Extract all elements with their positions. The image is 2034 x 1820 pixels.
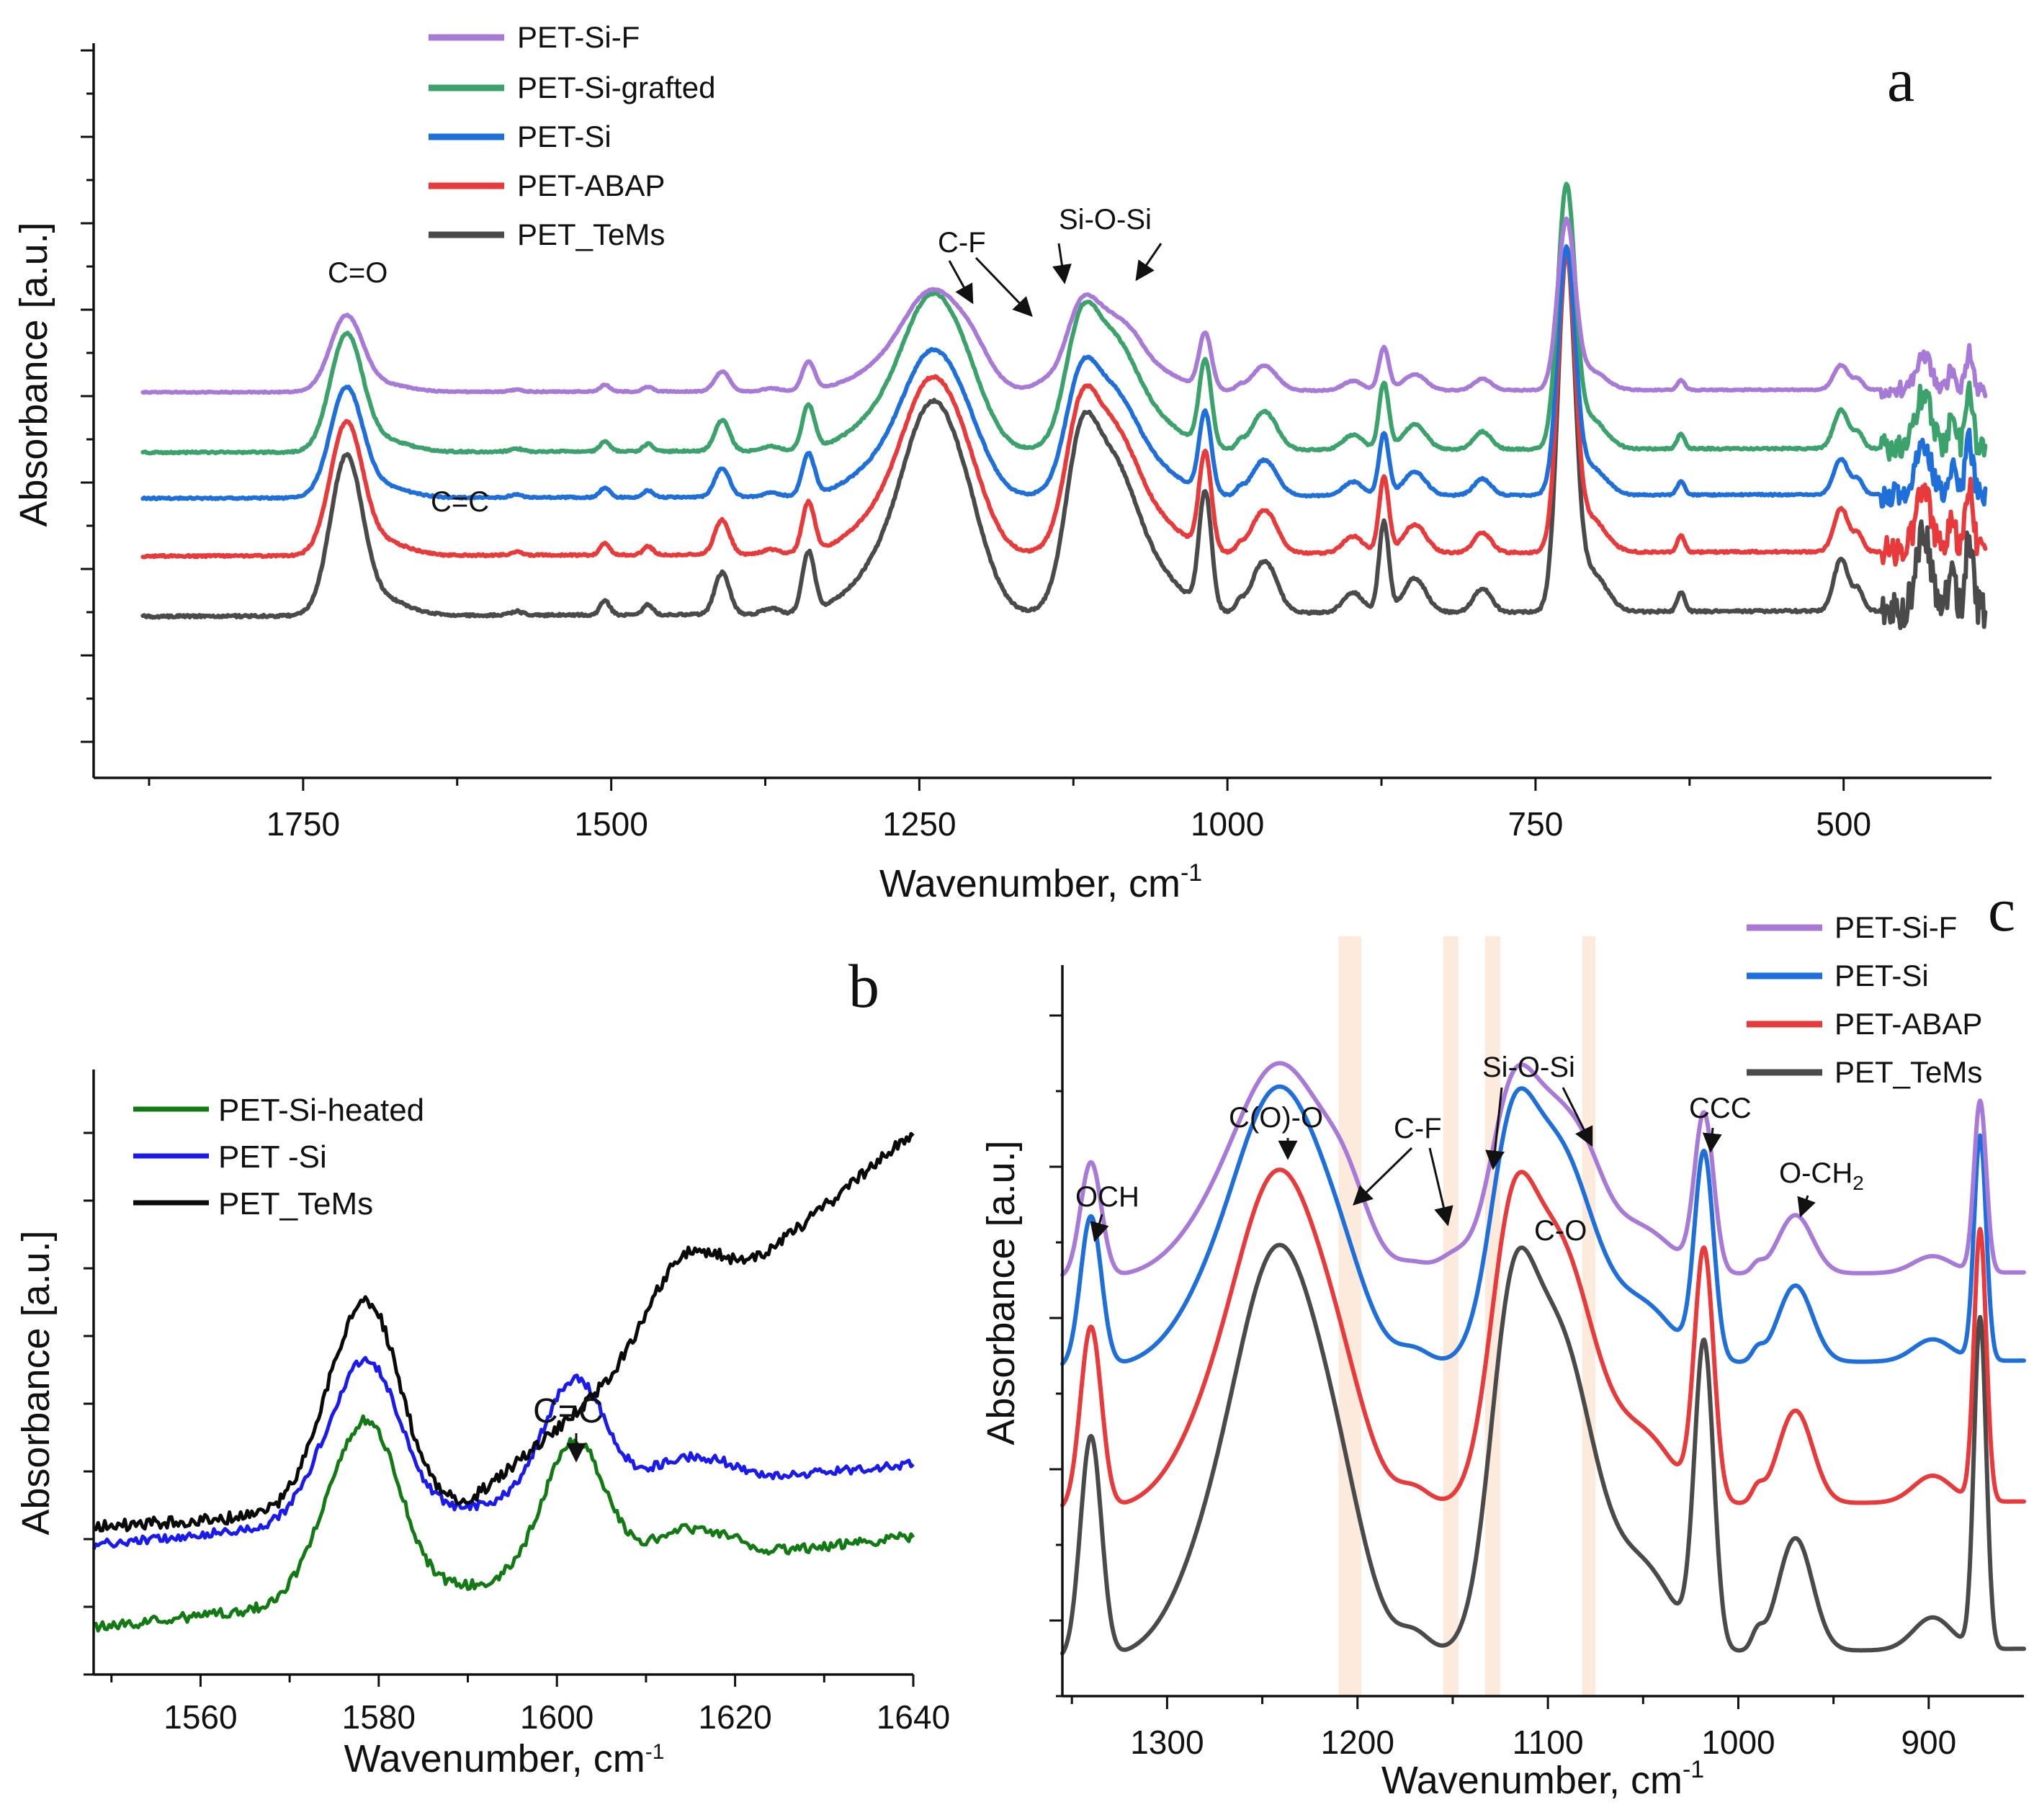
- annotation-c-cf: C-F: [1394, 1113, 1442, 1144]
- a-xtick-label-750: 750: [1508, 805, 1564, 843]
- arrow-c-cf-1: [1353, 1147, 1413, 1206]
- c-xtick-label-1200: 1200: [1321, 1723, 1394, 1761]
- panel-c-ylabel: Absorbance [a.u.]: [980, 1140, 1023, 1445]
- arrow-c-och2: [1797, 1195, 1816, 1218]
- panel-c-legend: PET-Si-F PET-Si PET-ABAP PET_TeMs: [1747, 910, 1982, 1089]
- legend-a-label-0: PET-Si-F: [517, 20, 640, 54]
- series-b-pet-tems: [92, 1131, 915, 1533]
- arrow-a-siosi-1: [1052, 243, 1072, 284]
- legend-a-label-4: PET_TeMs: [517, 218, 665, 251]
- panel-a-letter: a: [1887, 45, 1914, 115]
- series-c-pet-tems: [1060, 1242, 2026, 1656]
- legend-c-label-1: PET-Si: [1834, 959, 1929, 992]
- arrow-c-cf-2: [1428, 1147, 1453, 1227]
- series-a-pet-si-f: [140, 216, 1988, 400]
- series-c-pet-si: [1060, 1084, 2026, 1366]
- annotation-c-coo: C(O)-O: [1229, 1102, 1323, 1134]
- annotation-a-cf: C-F: [938, 227, 986, 259]
- panel-b-series: [91, 1131, 915, 1633]
- annotation-c-siosi: Si-O-Si: [1482, 1052, 1575, 1083]
- series-c-pet-abap: [1060, 1167, 2026, 1507]
- panel-b-xlabel: Wavenumber, cm-1: [344, 1737, 665, 1780]
- panel-b-letter: b: [848, 951, 879, 1021]
- arrow-c-och: [1090, 1214, 1109, 1242]
- series-a-pet-si: [140, 244, 1988, 509]
- a-xtick-label-1500: 1500: [574, 805, 648, 843]
- legend-a-label-1: PET-Si-grafted: [517, 71, 715, 104]
- annotation-a-cc: C=C: [431, 486, 489, 518]
- a-xtick-label-500: 500: [1816, 805, 1871, 843]
- panel-a-legend: PET-Si-F PET-Si-grafted PET-Si PET-ABAP …: [429, 20, 715, 251]
- panel-b-ylabel: Absorbance [a.u.]: [14, 1230, 58, 1535]
- annotation-b-cc: C=C: [533, 1392, 603, 1430]
- c-xtick-label-1300: 1300: [1130, 1723, 1204, 1761]
- arrow-c-ccc: [1702, 1127, 1722, 1153]
- panel-a-series: [140, 181, 1988, 630]
- legend-c-label-0: PET-Si-F: [1834, 910, 1957, 944]
- panel-c-xlabel: Wavenumber, cm-1: [1381, 1756, 1704, 1802]
- panel-a: 1750 1500 1250 1000 750 500 a Wavenumber, cm-…: [12, 20, 1992, 905]
- annotation-a-co: C=O: [328, 257, 387, 289]
- legend-b-label-0: PET-Si-heated: [218, 1093, 424, 1128]
- arrow-a-cf-2: [975, 256, 1033, 317]
- panel-b: 1560 1580 1600 1620 1640 b Wavenumber, cm-1 …: [14, 951, 950, 1780]
- a-xtick-label-1000: 1000: [1191, 805, 1264, 843]
- legend-b-label-2: PET_TeMs: [218, 1186, 373, 1221]
- annotation-c-co: C-O: [1534, 1215, 1587, 1247]
- b-xtick-label-1640: 1640: [877, 1698, 950, 1736]
- highlight-band-1: [1443, 936, 1459, 1696]
- series-a-pet-abap: [140, 250, 1988, 567]
- b-xtick-label-1620: 1620: [698, 1698, 771, 1736]
- legend-a-label-2: PET-Si: [517, 120, 611, 153]
- legend-c-label-2: PET-ABAP: [1834, 1007, 1982, 1041]
- annotation-c-ccc: CCC: [1689, 1093, 1752, 1124]
- panel-c: 1300 1200 1100 1000 900 c Wavenumber, cm-1 A…: [980, 875, 2026, 1802]
- arrow-c-siosi-2: [1562, 1087, 1593, 1147]
- highlight-band-0: [1338, 936, 1362, 1696]
- annotation-c-och2: O-CH2: [1779, 1157, 1864, 1194]
- series-b-pet-si: [91, 1355, 915, 1551]
- arrow-a-cf-1: [948, 260, 974, 305]
- series-a-pet-tems: [140, 250, 1988, 630]
- arrow-a-siosi-2: [1135, 243, 1162, 282]
- panel-a-xlabel: Wavenumber, cm-1: [879, 859, 1202, 905]
- a-xtick-label-1750: 1750: [266, 805, 340, 843]
- panel-a-ylabel: Absorbance [a.u.]: [12, 222, 55, 526]
- c-xtick-label-900: 900: [1901, 1723, 1956, 1761]
- annotation-c-och: OCH: [1075, 1181, 1139, 1213]
- legend-a-label-3: PET-ABAP: [517, 169, 665, 202]
- panel-c-letter: c: [1988, 875, 2015, 944]
- b-xtick-label-1580: 1580: [342, 1698, 416, 1736]
- b-xtick-label-1600: 1600: [520, 1698, 593, 1736]
- series-a-pet-si-grafted: [140, 181, 1988, 462]
- b-xtick-label-1560: 1560: [163, 1698, 237, 1736]
- panel-c-series: [1060, 1061, 2026, 1656]
- c-xtick-label-1100: 1100: [1513, 1723, 1584, 1761]
- series-c-pet-si-f: [1060, 1061, 2026, 1277]
- annotation-a-siosi: Si-O-Si: [1059, 204, 1152, 236]
- legend-b-label-1: PET -Si: [218, 1139, 327, 1175]
- panel-b-legend: PET-Si-heated PET -Si PET_TeMs: [133, 1093, 424, 1221]
- a-xtick-label-1250: 1250: [882, 805, 956, 843]
- legend-c-label-3: PET_TeMs: [1834, 1055, 1982, 1089]
- series-b-pet-si-heated: [93, 1414, 915, 1633]
- c-xtick-label-1000: 1000: [1701, 1723, 1775, 1761]
- arrow-c-siosi-1: [1485, 1087, 1505, 1170]
